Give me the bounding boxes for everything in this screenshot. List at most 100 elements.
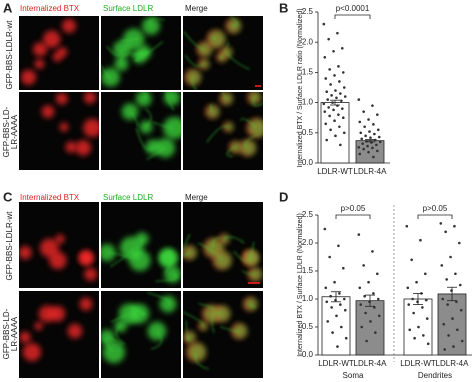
process [240, 118, 257, 129]
panel-label: A [3, 0, 13, 15]
process [225, 51, 250, 70]
data-point [328, 114, 331, 118]
data-point [336, 31, 339, 35]
data-point [450, 289, 453, 292]
data-point [422, 334, 425, 337]
cell [244, 251, 259, 266]
data-point [367, 280, 370, 284]
process [229, 16, 238, 27]
process [143, 92, 148, 99]
cell [248, 118, 263, 138]
process [120, 38, 140, 42]
cell [183, 245, 197, 260]
data-point [365, 339, 368, 343]
data-point [424, 272, 427, 276]
data-point [375, 143, 378, 147]
data-point [367, 118, 370, 121]
data-point [452, 345, 455, 348]
x-tick-label: LDLR-WT [317, 167, 353, 176]
cell [114, 57, 129, 71]
signal [183, 16, 250, 90]
process [136, 128, 154, 151]
data-point [362, 264, 365, 267]
data-point [343, 308, 347, 312]
process [183, 31, 205, 50]
data-point [342, 297, 346, 301]
data-point [339, 143, 342, 147]
data-point [373, 306, 376, 309]
data-point [326, 98, 329, 101]
data-point [358, 152, 362, 156]
data-point [357, 233, 361, 236]
process [184, 54, 204, 67]
process [198, 303, 216, 315]
cell [199, 321, 208, 331]
group-label: Soma [343, 371, 364, 380]
data-point [443, 348, 446, 351]
process [209, 104, 213, 112]
cell [249, 267, 263, 281]
process [183, 311, 204, 327]
process [101, 65, 112, 79]
data-point [413, 336, 416, 340]
data-point [372, 292, 375, 295]
data-point [378, 140, 382, 144]
process [130, 306, 146, 315]
data-point [326, 320, 330, 323]
cell [159, 295, 177, 313]
data-point [440, 264, 444, 267]
data-point [329, 294, 332, 298]
data-point [374, 331, 377, 334]
data-point [339, 303, 342, 306]
data-point [372, 155, 375, 159]
data-point [371, 250, 374, 253]
data-point [332, 108, 335, 112]
row-label: LR-AAAA [10, 114, 19, 149]
process [191, 77, 197, 90]
data-point [454, 272, 457, 276]
data-point [339, 92, 342, 95]
annotation: p>0.05 [423, 204, 448, 213]
data-point [328, 255, 331, 259]
cell [199, 59, 210, 69]
data-point [329, 83, 332, 86]
cell [84, 267, 98, 281]
data-point [335, 96, 338, 100]
process [155, 273, 178, 282]
data-point [455, 300, 458, 304]
signal [121, 92, 181, 160]
data-point [322, 102, 326, 106]
data-point [410, 258, 413, 262]
process [149, 18, 165, 27]
data-point [334, 89, 337, 92]
data-point [334, 134, 337, 138]
process [146, 147, 166, 160]
signal [101, 292, 177, 364]
cell [135, 92, 152, 107]
data-point [405, 224, 409, 228]
data-point [412, 311, 415, 315]
data-point [333, 119, 336, 123]
data-point [340, 325, 343, 329]
process [185, 320, 190, 341]
data-point [447, 334, 450, 337]
y-tick-label: 2.0 [302, 37, 314, 46]
data-point [419, 238, 422, 242]
data-point [330, 306, 333, 309]
process [212, 36, 216, 40]
data-point [342, 266, 345, 270]
data-point [367, 150, 370, 154]
data-point [460, 339, 464, 343]
signal [183, 297, 258, 370]
process [109, 247, 135, 268]
signal [41, 92, 99, 156]
data-point [377, 314, 381, 318]
data-point [334, 298, 337, 302]
data-point [359, 303, 363, 306]
signal [101, 232, 181, 283]
process [106, 336, 122, 346]
process [130, 51, 149, 57]
process [161, 251, 172, 259]
cell [232, 323, 248, 339]
process [198, 242, 223, 261]
